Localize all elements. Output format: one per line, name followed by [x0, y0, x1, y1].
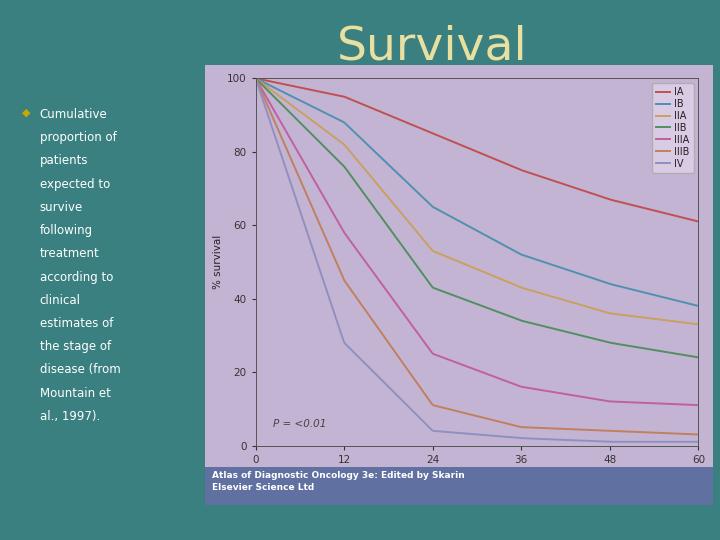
IIIA	[253, 78, 261, 84]
IV	[251, 75, 260, 82]
Text: expected to: expected to	[40, 178, 110, 191]
Line: IIA: IIA	[256, 78, 698, 325]
IIIB	[624, 428, 633, 435]
Text: Survival: Survival	[337, 24, 527, 69]
Text: Cumulative: Cumulative	[40, 108, 107, 121]
Text: the stage of: the stage of	[40, 340, 111, 353]
IB	[515, 250, 523, 256]
IIA	[515, 284, 523, 290]
IIA	[624, 313, 633, 319]
IB	[652, 292, 661, 299]
IIB	[522, 319, 531, 325]
IIIB	[652, 429, 661, 436]
IIA	[513, 283, 522, 289]
IB	[624, 286, 633, 292]
Text: estimates of: estimates of	[40, 317, 113, 330]
Text: patients: patients	[40, 154, 88, 167]
IIIB	[522, 424, 531, 430]
IIIA	[522, 384, 531, 391]
Text: proportion of: proportion of	[40, 131, 117, 144]
IIIA	[694, 402, 703, 408]
IA	[694, 218, 703, 225]
IV	[626, 438, 634, 445]
IIB	[513, 316, 522, 322]
IA	[652, 208, 661, 214]
IIA	[251, 75, 260, 82]
Text: Atlas of Diagnostic Oncology 3e: Edited by Skarin: Atlas of Diagnostic Oncology 3e: Edited …	[212, 471, 465, 481]
Text: treatment: treatment	[40, 247, 99, 260]
IIIA	[251, 75, 260, 82]
Y-axis label: % survival: % survival	[213, 235, 222, 289]
IIA	[253, 76, 261, 83]
IA	[624, 201, 633, 207]
IV	[515, 435, 523, 441]
Line: IIIB: IIIB	[256, 78, 698, 435]
IIA	[522, 286, 531, 292]
IIIB	[515, 423, 523, 430]
IIIB	[694, 431, 703, 438]
IB	[253, 76, 261, 82]
IV	[654, 438, 662, 445]
IIIA	[624, 399, 633, 406]
IB	[694, 303, 703, 309]
Line: IA: IA	[256, 78, 698, 221]
IA	[253, 76, 261, 82]
IIB	[251, 75, 260, 82]
IIB	[694, 354, 703, 361]
Text: disease (from: disease (from	[40, 363, 120, 376]
IV	[513, 435, 522, 441]
IIIA	[652, 400, 661, 407]
IIIA	[513, 382, 522, 389]
IIIB	[513, 423, 522, 429]
IIB	[515, 316, 523, 323]
IV	[607, 438, 616, 445]
Text: Elsevier Science Ltd: Elsevier Science Ltd	[212, 483, 315, 492]
Line: IV: IV	[256, 78, 698, 442]
Text: following: following	[40, 224, 93, 237]
Text: clinical: clinical	[40, 294, 81, 307]
IA	[251, 75, 260, 82]
Text: Mountain et: Mountain et	[40, 387, 110, 400]
IIB	[624, 342, 633, 349]
IA	[522, 168, 531, 175]
IIIA	[515, 383, 523, 389]
Text: survive: survive	[40, 201, 83, 214]
Line: IIIA: IIIA	[256, 78, 698, 405]
IV	[253, 79, 261, 86]
IIIB	[251, 75, 260, 82]
IB	[513, 249, 522, 256]
IV	[522, 435, 531, 442]
X-axis label: Months after treatment: Months after treatment	[403, 470, 551, 480]
IB	[522, 253, 531, 260]
Text: according to: according to	[40, 271, 113, 284]
IB	[251, 75, 260, 82]
Legend: IA, IB, IIA, IIB, IIIA, IIIB, IV: IA, IB, IIA, IIB, IIIA, IIIB, IV	[652, 83, 693, 173]
Line: IB: IB	[256, 78, 698, 306]
IA	[515, 166, 523, 172]
Text: al., 1997).: al., 1997).	[40, 410, 100, 423]
IIB	[652, 347, 661, 354]
Text: P = <0.01: P = <0.01	[274, 419, 327, 429]
IV	[694, 438, 703, 445]
IA	[513, 165, 522, 172]
IIA	[694, 321, 703, 328]
IIB	[253, 77, 261, 83]
Line: IIB: IIB	[256, 78, 698, 357]
IIA	[652, 316, 661, 322]
Text: ◆: ◆	[22, 108, 30, 118]
IIIB	[253, 78, 261, 85]
